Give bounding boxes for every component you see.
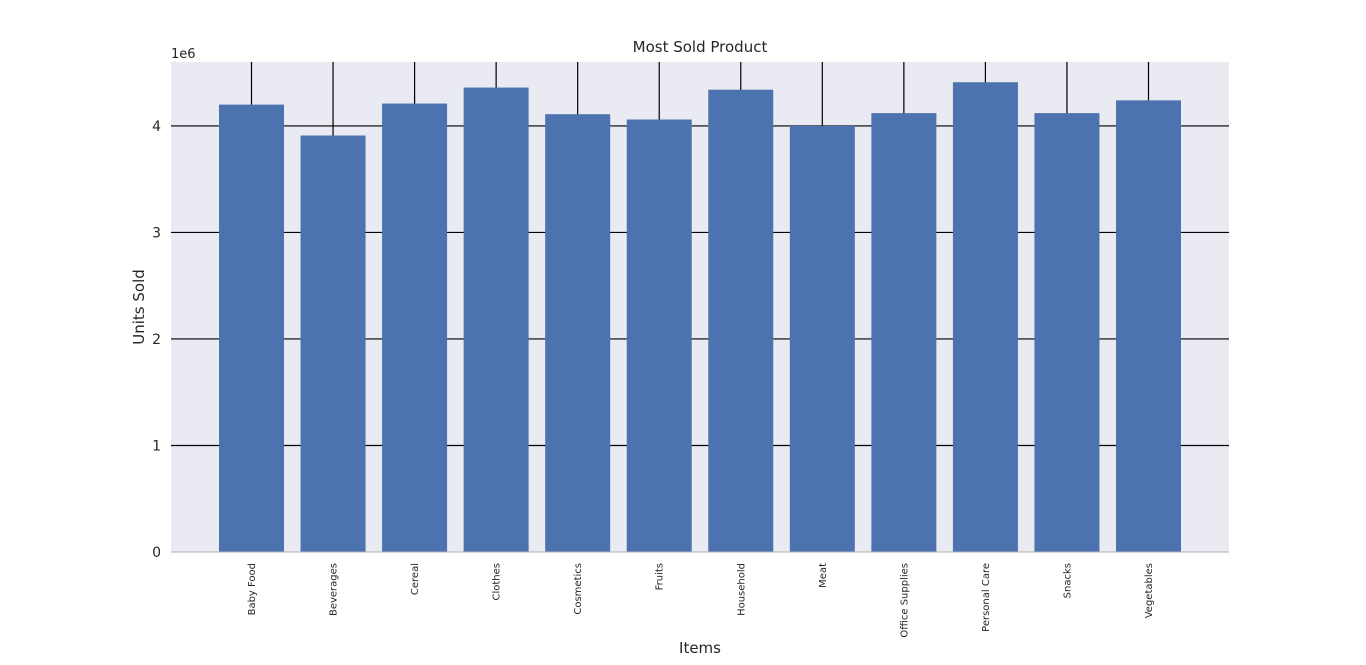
bar [219,104,284,552]
x-tick-label: Personal Care [981,563,992,632]
x-tick-label: Cereal [410,563,421,595]
bar [1034,113,1100,552]
x-axis-ticks: Baby Food Beverages Cereal Clothes Cosmetics… [247,563,1155,638]
x-tick-label: Cosmetics [573,563,584,615]
y-axis-title: Units Sold [130,269,148,345]
bar [300,135,366,552]
y-tick-label: 1 [152,438,161,454]
bar [708,89,774,553]
y-tick-label: 2 [152,332,161,348]
bar [382,103,448,552]
bar [789,125,855,553]
bar [871,113,937,552]
y-axis-ticks: 0 1 2 3 4 [152,119,161,561]
x-axis-title: Items [679,639,721,657]
x-tick-label: Fruits [655,563,666,590]
y-axis-offset-label: 1e6 [171,47,196,62]
y-tick-label: 4 [152,119,161,135]
bar [463,87,529,552]
bar [1116,100,1181,552]
x-tick-label: Baby Food [247,563,258,615]
bar [626,119,692,553]
y-tick-label: 3 [152,225,161,241]
x-tick-label: Vegetables [1144,563,1155,618]
x-tick-label: Snacks [1062,563,1073,598]
bar [952,82,1018,552]
x-tick-label: Beverages [329,563,340,616]
bars [219,82,1181,553]
x-tick-label: Office Supplies [899,563,910,638]
x-tick-label: Clothes [492,563,503,601]
x-tick-label: Household [736,563,747,616]
chart-title: Most Sold Product [633,38,768,56]
y-tick-label: 0 [152,545,161,561]
bar [545,114,611,553]
x-tick-label: Meat [818,563,829,588]
